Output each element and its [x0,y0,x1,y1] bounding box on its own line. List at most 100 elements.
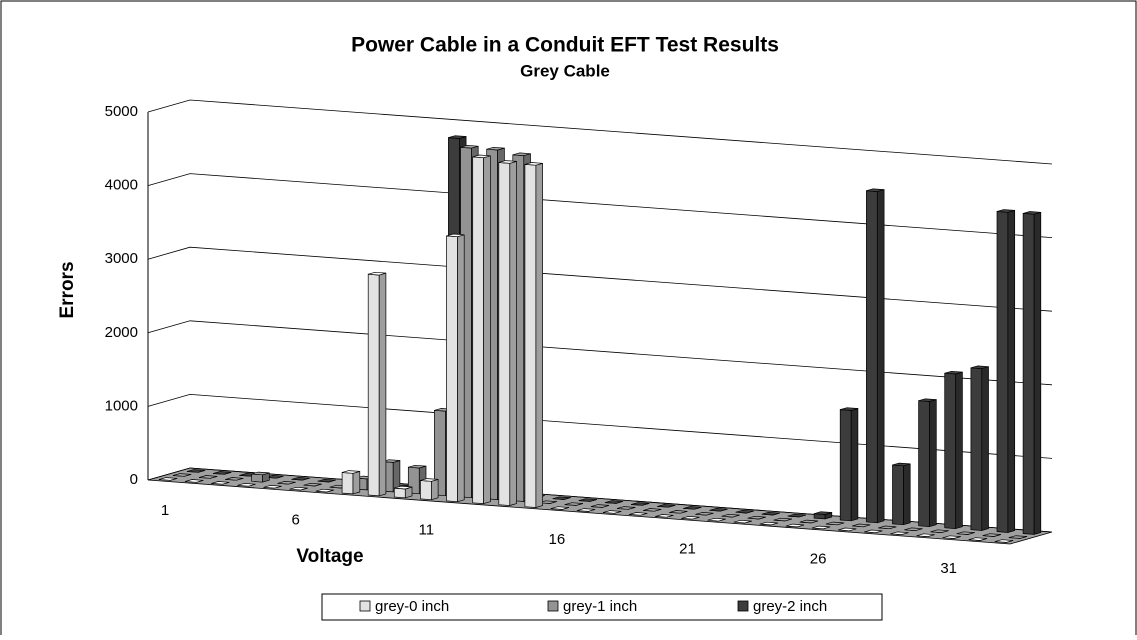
bar-top [552,496,571,500]
legend [321,593,883,621]
bar-top [186,469,206,473]
bar-top [721,513,740,518]
bar-side [352,471,361,495]
y-tick-label: 5000 [105,103,138,120]
bar-top [799,519,819,524]
bar-top [576,508,596,512]
bar [970,367,983,531]
bar-side [929,399,937,527]
bar-top [277,481,296,485]
bar-top [838,527,857,532]
chart-title: Power Cable in a Conduit EFT Test Result… [351,34,779,57]
bar-top [393,485,413,490]
bar-top [956,531,975,535]
bar-top [1008,535,1028,539]
bar [251,473,263,483]
bar [446,235,458,503]
grid-line [147,99,1053,165]
grid-line [147,393,1053,459]
bar-top [289,486,308,491]
bar-top [866,188,885,192]
legend-swatch [359,600,371,612]
bar-top [512,152,531,156]
bar-top [813,511,833,515]
bar-top [787,513,807,518]
bar [524,164,537,508]
bar-top [381,459,401,463]
bar-top [184,479,204,483]
y-tick-label: 2000 [105,324,138,341]
bar-top [630,502,650,506]
grid-line [147,246,1053,312]
x-tick-label: 21 [679,541,696,558]
chart-subtitle: Grey Cable [520,61,610,80]
x-tick-label: 1 [161,502,169,519]
bar-top [996,209,1016,213]
bar [367,273,380,497]
bar-top [317,478,336,483]
bar-top [968,537,988,541]
bar-top [616,506,636,510]
bar [839,409,852,522]
bar-side [378,272,387,497]
bar [944,372,957,529]
bar-top [643,508,662,512]
bar-side [1007,210,1016,533]
bar-top [472,154,491,159]
legend-label: grey-2 inch [753,598,827,615]
bar-top [341,470,361,474]
bar-top [733,519,752,524]
y-tick-label: 1000 [105,397,138,414]
bar-side [850,408,859,522]
bar-top [265,475,284,479]
bar-top [225,477,244,481]
bar [996,211,1009,533]
grid-line [147,173,1053,238]
bar-top [657,504,676,508]
x-tick-label: 26 [810,550,827,567]
bar-side [431,479,439,501]
bar-top [315,488,334,493]
bar-top [852,523,871,528]
bar-side [981,366,989,531]
bar-top [878,525,897,530]
bar-top [486,146,505,151]
bar-top [773,517,793,522]
bar-top [263,485,282,489]
bar-top [602,510,622,514]
bar [341,472,354,495]
bar-top [303,482,322,487]
bar-top [904,527,923,531]
y-tick-label: 4000 [105,177,138,194]
bar-top [825,521,845,526]
bar-top [970,365,989,369]
y-tick-label: 3000 [105,250,138,267]
bar-side [535,162,543,508]
bar-top [747,515,766,520]
bar-top [550,506,570,510]
bar-top [839,407,859,411]
bar-top [604,500,624,504]
legend-swatch [547,600,559,612]
bar-side [457,234,465,503]
bar-top [198,475,218,479]
y-tick-label: 0 [130,471,138,488]
bar-top [892,462,911,467]
bar-top [916,533,935,537]
bar-side [1033,211,1042,535]
legend-swatch [737,600,749,612]
x-tick-label: 16 [549,531,566,548]
bar-top [761,511,780,516]
bar-top [864,529,883,534]
bar-top [944,370,963,375]
bar-top [420,478,439,482]
bar-side [876,189,885,524]
grid-line [147,467,1053,533]
bar-side [483,155,491,504]
bar [892,464,904,526]
bar-top [172,473,192,477]
bar-top [212,471,232,475]
bar-top [811,525,831,530]
bar-top [735,509,754,514]
bar-top [564,502,584,506]
